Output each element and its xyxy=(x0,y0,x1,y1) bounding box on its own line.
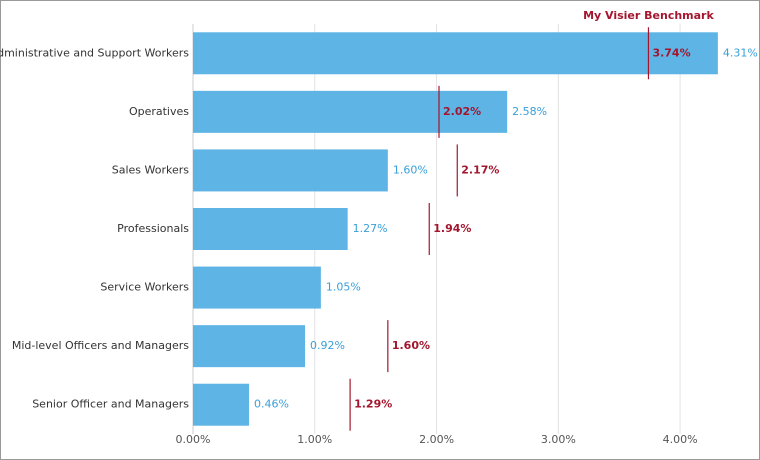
benchmark-label: 2.02% xyxy=(443,105,481,118)
category-label: Mid-level Officers and Managers xyxy=(12,339,189,352)
bar xyxy=(193,325,306,368)
x-tick-label: 0.00% xyxy=(176,433,211,446)
category-label: Senior Officer and Managers xyxy=(32,398,189,411)
value-label: 2.58% xyxy=(512,105,547,118)
value-label: 0.46% xyxy=(254,398,289,411)
bar xyxy=(193,149,388,192)
value-label: 0.92% xyxy=(310,339,345,352)
x-tick-label: 1.00% xyxy=(297,433,332,446)
benchmark-title: My Visier Benchmark xyxy=(583,9,714,22)
value-label: 4.31% xyxy=(723,46,758,59)
category-label: Operatives xyxy=(129,105,189,118)
value-label: 1.60% xyxy=(393,163,428,176)
x-tick-label: 4.00% xyxy=(663,433,698,446)
benchmark-label: 1.94% xyxy=(433,222,471,235)
x-tick-label: 2.00% xyxy=(419,433,454,446)
category-label: Administrative and Support Workers xyxy=(0,46,189,59)
bar xyxy=(193,383,250,426)
x-tick-label: 3.00% xyxy=(541,433,576,446)
benchmark-label: 1.60% xyxy=(392,339,430,352)
bar xyxy=(193,266,321,309)
bar xyxy=(193,90,508,133)
bar xyxy=(193,32,718,75)
benchmark-label: 2.17% xyxy=(461,163,499,176)
category-label: Service Workers xyxy=(100,281,189,294)
bar xyxy=(193,208,348,250)
value-label: 1.27% xyxy=(353,222,388,235)
benchmark-label: 3.74% xyxy=(652,46,690,59)
value-label: 1.05% xyxy=(326,281,361,294)
category-label: Professionals xyxy=(117,222,189,235)
category-label: Sales Workers xyxy=(112,163,190,176)
benchmark-label: 1.29% xyxy=(354,398,392,411)
